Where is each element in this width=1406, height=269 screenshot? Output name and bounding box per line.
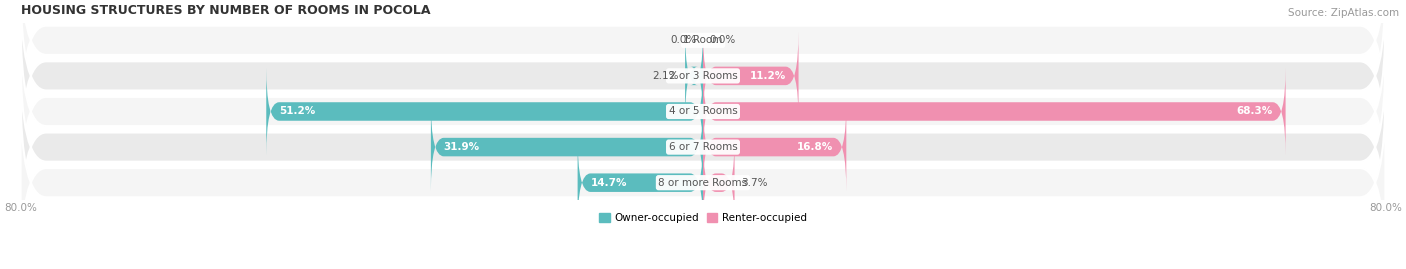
FancyBboxPatch shape: [21, 19, 1385, 204]
FancyBboxPatch shape: [703, 103, 846, 191]
Text: 51.2%: 51.2%: [278, 107, 315, 116]
Text: 1 Room: 1 Room: [683, 35, 723, 45]
Legend: Owner-occupied, Renter-occupied: Owner-occupied, Renter-occupied: [595, 209, 811, 227]
Text: 6 or 7 Rooms: 6 or 7 Rooms: [669, 142, 737, 152]
Text: 2 or 3 Rooms: 2 or 3 Rooms: [669, 71, 737, 81]
Text: 16.8%: 16.8%: [797, 142, 834, 152]
Text: 68.3%: 68.3%: [1236, 107, 1272, 116]
FancyBboxPatch shape: [21, 90, 1385, 269]
Text: 0.0%: 0.0%: [669, 35, 696, 45]
FancyBboxPatch shape: [430, 103, 703, 191]
Text: 3.7%: 3.7%: [741, 178, 768, 188]
FancyBboxPatch shape: [21, 55, 1385, 239]
FancyBboxPatch shape: [578, 139, 703, 227]
Text: 2.1%: 2.1%: [652, 71, 678, 81]
Text: HOUSING STRUCTURES BY NUMBER OF ROOMS IN POCOLA: HOUSING STRUCTURES BY NUMBER OF ROOMS IN…: [21, 4, 430, 17]
FancyBboxPatch shape: [703, 67, 1285, 156]
FancyBboxPatch shape: [266, 67, 703, 156]
FancyBboxPatch shape: [703, 32, 799, 120]
Text: 31.9%: 31.9%: [444, 142, 479, 152]
FancyBboxPatch shape: [703, 139, 734, 227]
FancyBboxPatch shape: [21, 0, 1385, 133]
FancyBboxPatch shape: [21, 0, 1385, 168]
Text: 14.7%: 14.7%: [591, 178, 627, 188]
Text: Source: ZipAtlas.com: Source: ZipAtlas.com: [1288, 8, 1399, 18]
Text: 4 or 5 Rooms: 4 or 5 Rooms: [669, 107, 737, 116]
Text: 11.2%: 11.2%: [749, 71, 786, 81]
Text: 8 or more Rooms: 8 or more Rooms: [658, 178, 748, 188]
FancyBboxPatch shape: [685, 32, 703, 120]
Text: 0.0%: 0.0%: [710, 35, 737, 45]
